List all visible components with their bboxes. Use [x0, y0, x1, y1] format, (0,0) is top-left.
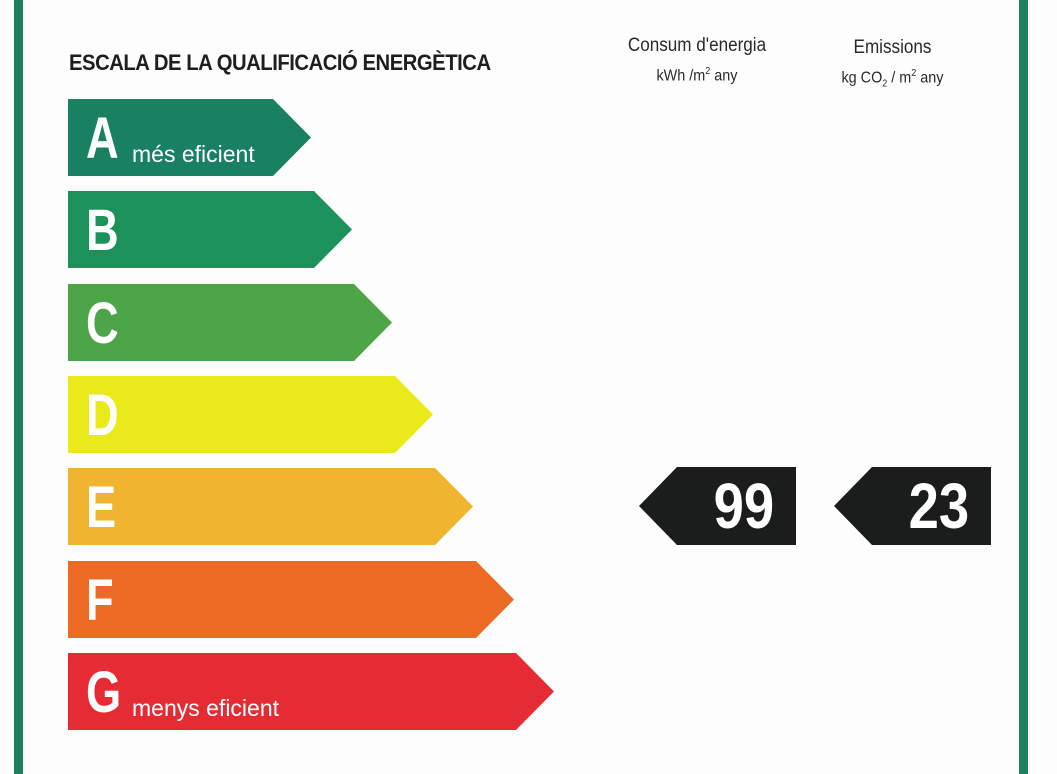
emissions-unit: kg CO2 / m2 any: [841, 68, 944, 90]
page-title: ESCALA DE LA QUALIFICACIÓ ENERGÈTICA: [69, 50, 491, 75]
rating-note: menys eficient: [132, 695, 280, 721]
energy-value-marker: 99: [639, 467, 796, 545]
rating-bar-f: F: [68, 561, 514, 638]
energy-unit: kWh /m2 any: [656, 66, 738, 85]
rating-letter: A: [86, 106, 119, 171]
rating-letter: E: [86, 475, 117, 540]
rating-bar-c: C: [68, 284, 392, 361]
emissions-heading: Emissions: [853, 37, 932, 58]
label-frame: [14, 0, 1028, 774]
emissions-value-marker: 23: [834, 467, 991, 545]
emissions-column-header: Emissions kg CO2 / m2 any: [818, 35, 967, 98]
energy-value: 99: [713, 470, 774, 542]
rating-letter: B: [86, 198, 119, 263]
rating-bar-e: E: [68, 468, 473, 545]
rating-letter: F: [86, 568, 114, 633]
energy-column-header: Consum d'energia kWh /m2 any: [621, 33, 774, 89]
rating-note: més eficient: [132, 141, 255, 167]
rating-bar-d: D: [68, 376, 433, 453]
energy-heading: Consum d'energia: [627, 35, 767, 56]
emissions-value: 23: [908, 470, 969, 542]
rating-letter: D: [86, 383, 119, 448]
rating-letter: G: [86, 660, 122, 725]
rating-letter: C: [86, 291, 119, 356]
rating-bar-b: B: [68, 191, 352, 268]
